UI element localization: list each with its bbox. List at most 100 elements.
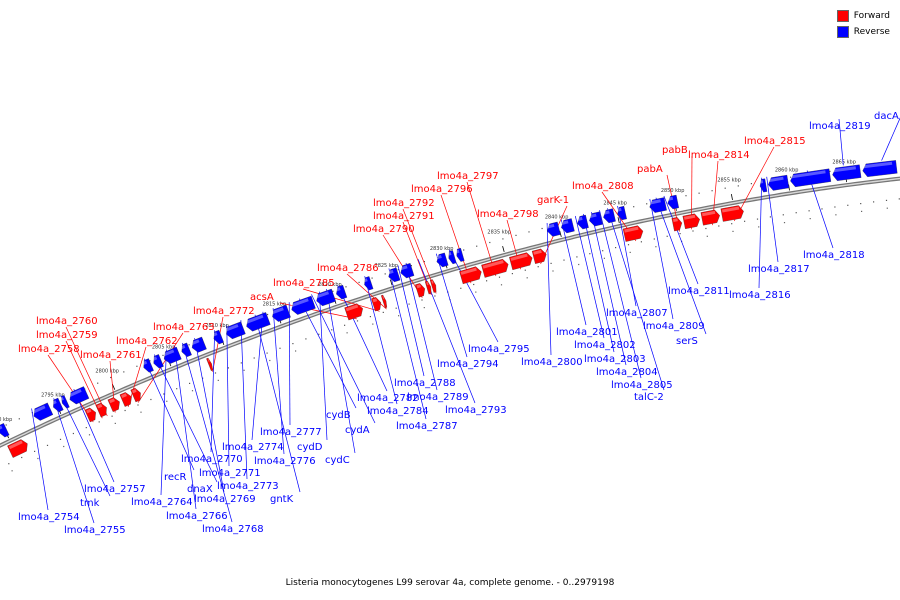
reverse-gene-label: dacA — [874, 111, 899, 122]
gene-highlight — [790, 170, 826, 179]
tick-mark — [502, 245, 505, 253]
track-dot — [21, 456, 23, 459]
label-leader — [210, 330, 216, 453]
genome-caption: Listeria monocytogenes L99 serovar 4a, c… — [285, 578, 615, 588]
forward-gene-label: lmo4a_2761 — [80, 350, 142, 361]
label-leader — [160, 349, 167, 496]
forward-gene-label: lmo4a_2759 — [36, 330, 98, 341]
track-dot — [718, 225, 720, 227]
track-dot — [498, 276, 501, 278]
track-dot — [8, 463, 10, 465]
reverse-gene-label: lmo4a_2788 — [394, 378, 456, 389]
label-leader — [73, 389, 115, 483]
label-leader — [649, 198, 674, 320]
tick-mark — [559, 230, 562, 238]
track-dot — [266, 352, 268, 354]
track-dot — [191, 390, 194, 392]
forward-gene — [700, 209, 720, 226]
reverse-gene-label: lmo4a_2757 — [84, 484, 146, 495]
reverse-gene-label: lmo4a_2807 — [606, 308, 668, 319]
label-leader — [388, 268, 427, 420]
gene-highlight — [436, 254, 442, 260]
track-dot — [861, 210, 863, 212]
reverse-gene — [577, 214, 589, 230]
reverse-gene-label: lmo4a_2755 — [64, 525, 126, 536]
track-dot — [706, 235, 708, 237]
track-dot — [398, 315, 400, 317]
track-dot — [292, 343, 294, 345]
label-leader — [143, 358, 195, 471]
forward-gene — [429, 279, 437, 293]
reverse-gene — [832, 164, 862, 181]
label-leader — [607, 208, 665, 391]
forward-gene — [95, 402, 107, 418]
label-leader — [599, 210, 642, 379]
track-dot — [475, 291, 477, 293]
reverse-gene-label: lmo4a_2804 — [596, 367, 658, 378]
label-leader — [560, 219, 587, 326]
forward-gene — [206, 357, 214, 371]
gene-highlight — [589, 213, 597, 219]
reverse-gene-label: recR — [164, 472, 187, 483]
tick-mark — [389, 279, 393, 286]
reverse-gene — [53, 397, 64, 413]
legend: Forward Reverse — [836, 8, 890, 40]
label-leader — [302, 288, 380, 312]
track-dot — [331, 329, 333, 331]
gene-highlight — [482, 260, 504, 269]
reverse-gene — [181, 342, 192, 357]
track-dot — [189, 382, 191, 384]
gene-highlight — [460, 267, 477, 275]
forward-gene-label: lmo4a_2785 — [273, 278, 335, 289]
reverse-gene-label: lmo4a_2764 — [131, 497, 193, 508]
reverse-gene-label: lmo4a_2769 — [194, 494, 256, 505]
track-dot — [149, 360, 151, 362]
track-dot — [502, 238, 504, 240]
forward-gene-label: lmo4a_2797 — [437, 171, 499, 182]
label-leader — [397, 265, 425, 377]
forward-gene-label: lmo4a_2792 — [373, 198, 435, 209]
reverse-gene-label: lmo4a_2805 — [611, 380, 673, 391]
forward-gene-label: garK-1 — [537, 195, 569, 206]
forward-gene-label: acsA — [250, 292, 274, 303]
gene-highlight — [32, 405, 46, 414]
forward-gene-label: lmo4a_2762 — [116, 336, 178, 347]
track-dot — [698, 192, 700, 194]
reverse-gene — [561, 218, 575, 234]
label-leader — [153, 354, 218, 483]
reverse-gene — [191, 336, 207, 353]
reverse-gene — [291, 295, 316, 315]
gene-highlight — [667, 196, 674, 201]
reverse-gene — [862, 160, 898, 177]
reverse-gene — [547, 221, 561, 237]
label-leader — [31, 408, 49, 511]
forward-gene-label: lmo4a_2763 — [153, 322, 215, 333]
track-dot — [384, 273, 386, 275]
track-dot — [123, 371, 125, 373]
tick-label: 2865 kbp — [832, 159, 856, 165]
forward-gene-label: pabB — [662, 145, 688, 156]
forward-gene-label: lmo4a_2786 — [317, 263, 379, 274]
track-dot — [344, 324, 346, 326]
track-dot — [756, 218, 759, 220]
track-dot — [11, 470, 13, 472]
gene-highlight — [245, 314, 264, 324]
tick-label: 2860 kbp — [775, 168, 799, 174]
tick-label: 2825 kbp — [375, 263, 399, 269]
forward-gene — [531, 248, 547, 264]
gene-highlight — [456, 249, 460, 254]
track-dot — [85, 427, 87, 429]
label-leader — [337, 285, 388, 392]
track-dot — [345, 286, 347, 288]
reverse-gene — [163, 346, 182, 364]
reverse-gene-label: dnaX — [187, 484, 213, 495]
legend-item-reverse: Reverse — [836, 24, 890, 40]
reverse-gene — [603, 208, 616, 224]
reverse-gene-label: lmo4a_2803 — [584, 354, 646, 365]
forward-gene — [130, 387, 141, 403]
label-leader — [582, 213, 615, 353]
track-dot — [5, 424, 7, 426]
track-dot — [46, 444, 49, 446]
legend-item-forward: Forward — [836, 8, 890, 24]
track-dot — [640, 241, 642, 243]
